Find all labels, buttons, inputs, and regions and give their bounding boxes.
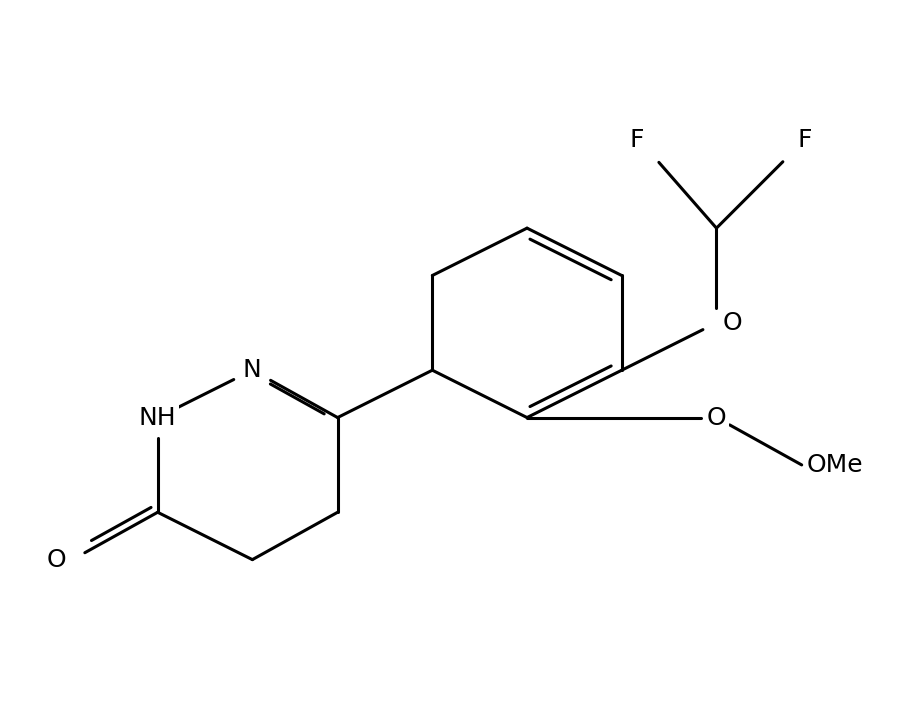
Text: N: N	[242, 358, 261, 382]
Text: F: F	[797, 128, 812, 152]
Text: O: O	[706, 406, 725, 429]
Text: NH: NH	[138, 406, 177, 429]
Text: OMe: OMe	[805, 453, 862, 477]
Text: F: F	[630, 128, 644, 152]
Text: O: O	[722, 311, 741, 335]
Text: O: O	[47, 548, 67, 572]
